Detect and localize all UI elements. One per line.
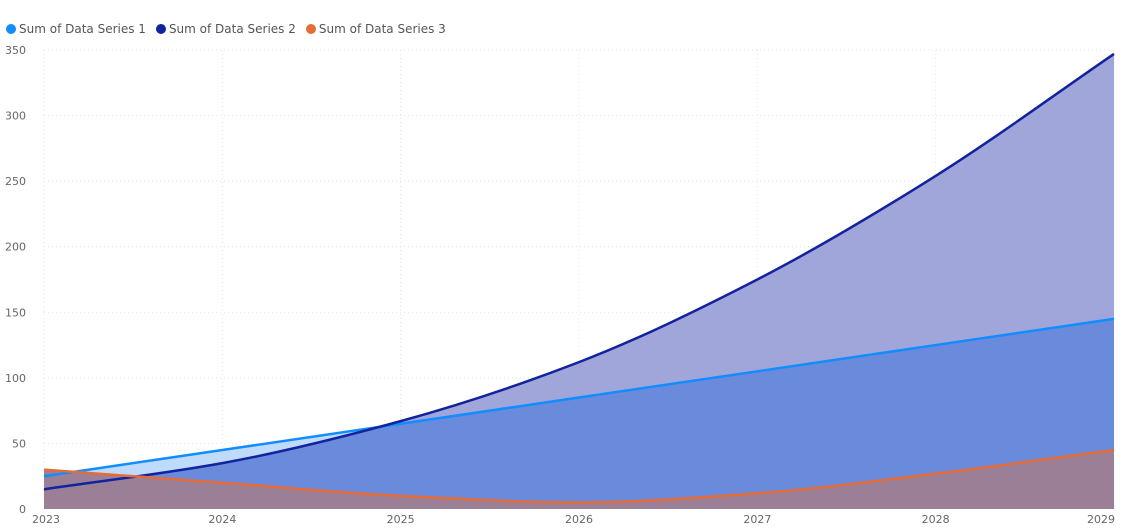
y-tick-label: 150 bbox=[5, 306, 26, 319]
legend-dot-icon bbox=[305, 24, 316, 34]
y-tick-label: 250 bbox=[5, 175, 26, 188]
x-tick-label: 2029 bbox=[1087, 513, 1115, 526]
x-tick-label: 2025 bbox=[387, 513, 415, 526]
x-tick-label: 2024 bbox=[208, 513, 236, 526]
series-3-line bbox=[43, 448, 1115, 504]
x-tick-label: 2027 bbox=[743, 513, 771, 526]
legend-dot-icon bbox=[6, 24, 16, 34]
y-tick-label: 350 bbox=[5, 44, 26, 57]
series-3-area-top bbox=[44, 449, 1114, 509]
y-tick-label: 200 bbox=[5, 241, 26, 254]
x-tick-label: 2023 bbox=[32, 513, 60, 526]
y-tick-label: 300 bbox=[5, 110, 26, 123]
y-tick-label: 0 bbox=[19, 503, 26, 516]
x-tick-label: 2026 bbox=[565, 513, 593, 526]
y-tick-label: 50 bbox=[12, 437, 26, 450]
series-2-line bbox=[43, 52, 1115, 491]
y-tick-label: 100 bbox=[5, 372, 26, 385]
legend-item-series-1[interactable]: Sum of Data Series 1 bbox=[6, 22, 146, 36]
series-1-line bbox=[43, 317, 1115, 478]
x-tick-label: 2028 bbox=[922, 513, 950, 526]
legend: Sum of Data Series 1 Sum of Data Series … bbox=[6, 22, 446, 36]
legend-item-series-2[interactable]: Sum of Data Series 2 bbox=[155, 22, 296, 36]
legend-label-series-1: Sum of Data Series 1 bbox=[19, 22, 146, 36]
legend-item-series-3[interactable]: Sum of Data Series 3 bbox=[305, 22, 446, 36]
legend-dot-icon bbox=[155, 24, 166, 34]
series-overlap-area bbox=[44, 318, 1114, 509]
legend-label-series-2: Sum of Data Series 2 bbox=[168, 22, 296, 36]
legend-label-series-3: Sum of Data Series 3 bbox=[318, 22, 446, 36]
